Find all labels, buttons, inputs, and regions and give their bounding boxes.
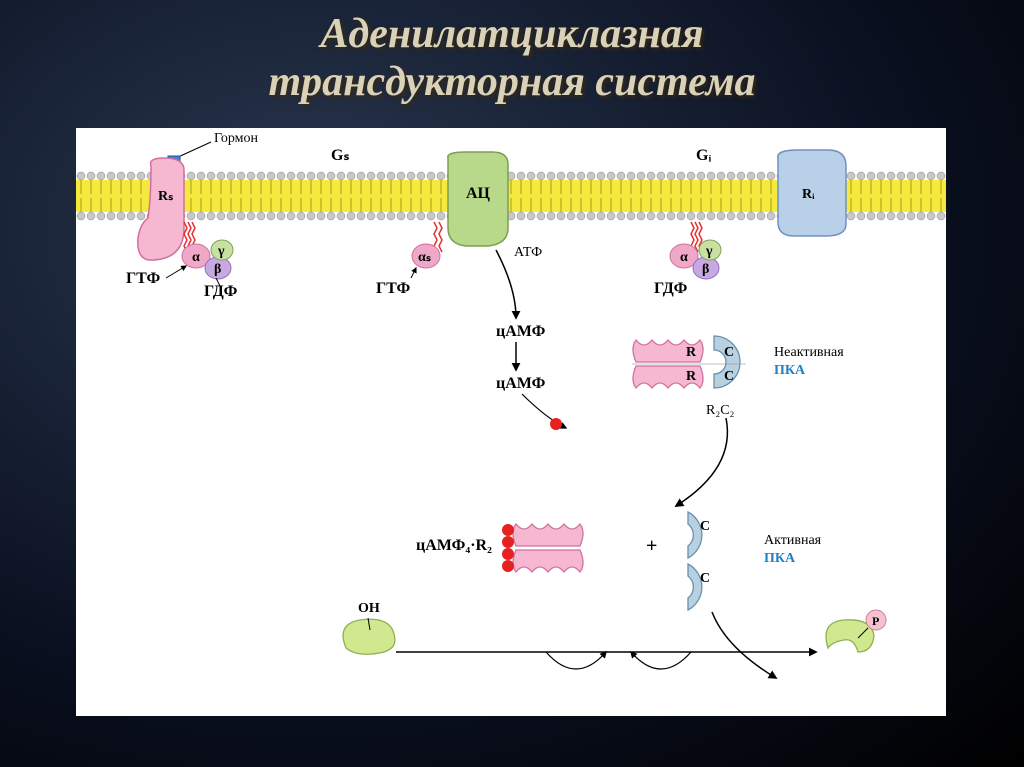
svg-text:Rᵢ: Rᵢ [802,187,815,202]
title-line1: Аденилатциклазная [320,11,703,57]
diagram-svg: ГормонGₛGᵢRₛαβγГТФГДФАЦαₛГТФАТФцАМФцАМФα… [76,128,946,716]
svg-text:цАМФ: цАМФ [496,375,546,392]
svg-text:ГДФ: ГДФ [204,283,238,300]
svg-text:ГДФ: ГДФ [654,280,688,297]
svg-text:цАМФ₄·R₂: цАМФ₄·R₂ [416,537,492,554]
svg-text:C: C [700,519,710,534]
svg-text:Rₛ: Rₛ [158,189,173,204]
svg-text:α: α [680,250,688,265]
svg-text:Неактивная: Неактивная [774,345,844,360]
svg-text:R₂C₂: R₂C₂ [706,403,735,418]
svg-text:R: R [686,345,697,360]
title-line2: трансдукторная система [269,59,756,105]
svg-text:Гормон: Гормон [214,131,259,146]
svg-text:C: C [724,369,734,384]
svg-text:γ: γ [705,244,713,259]
svg-text:β: β [702,262,709,277]
svg-text:ГТФ: ГТФ [126,270,161,287]
svg-text:αₛ: αₛ [418,250,431,265]
svg-text:OH: OH [358,601,380,616]
svg-text:ПКА: ПКА [774,363,806,378]
svg-text:C: C [724,345,734,360]
slide: Аденилатциклазная трансдукторная система… [0,0,1024,767]
diagram-container: ГормонGₛGᵢRₛαβγГТФГДФАЦαₛГТФАТФцАМФцАМФα… [76,128,946,716]
svg-text:цАМФ: цАМФ [496,323,546,340]
svg-text:γ: γ [217,244,225,259]
svg-text:ПКА: ПКА [764,551,796,566]
svg-text:P: P [872,614,879,628]
svg-text:АЦ: АЦ [466,185,491,202]
svg-text:ГТФ: ГТФ [376,280,411,297]
slide-title: Аденилатциклазная трансдукторная система [0,10,1024,107]
svg-text:R: R [686,369,697,384]
svg-text:+: + [646,535,657,557]
svg-text:Активная: Активная [764,533,822,548]
svg-text:Gᵢ: Gᵢ [696,147,711,164]
svg-text:Gₛ: Gₛ [331,147,349,164]
svg-text:АТФ: АТФ [514,245,542,260]
svg-text:α: α [192,250,200,265]
svg-text:C: C [700,571,710,586]
svg-text:β: β [214,262,221,277]
